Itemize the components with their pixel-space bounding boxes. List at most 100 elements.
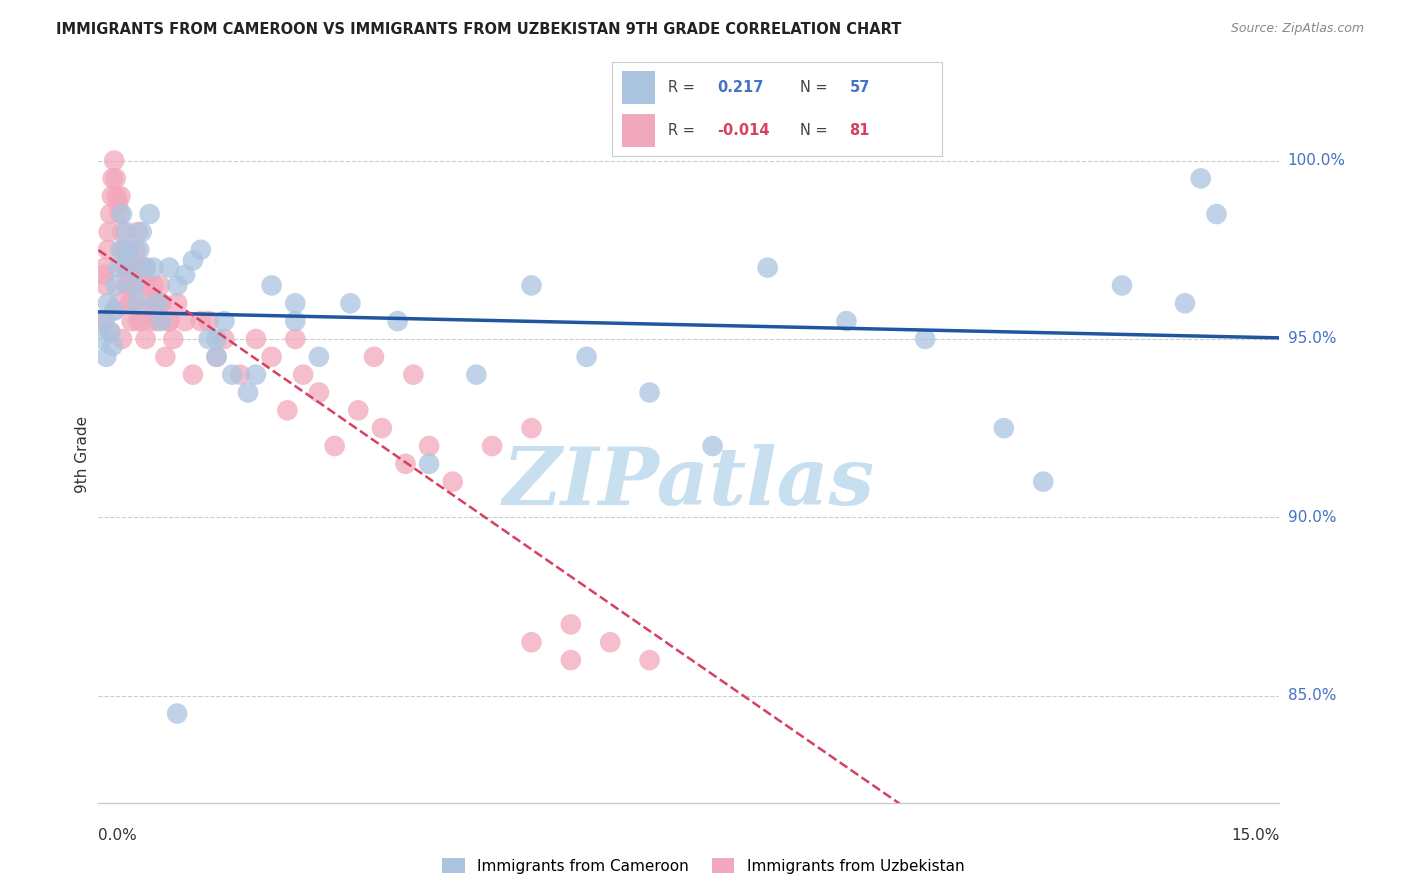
Point bbox=[131, 314, 153, 328]
Point bbox=[260, 278, 283, 293]
Text: 81: 81 bbox=[849, 123, 870, 138]
Point bbox=[245, 368, 267, 382]
Point bbox=[132, 278, 155, 293]
Point bbox=[162, 332, 184, 346]
Text: -0.014: -0.014 bbox=[717, 123, 770, 138]
Point bbox=[394, 457, 416, 471]
Point bbox=[166, 296, 188, 310]
Point bbox=[101, 339, 124, 353]
Point bbox=[149, 278, 172, 293]
Point bbox=[520, 421, 543, 435]
Point bbox=[993, 421, 1015, 435]
Point bbox=[118, 296, 141, 310]
Point bbox=[107, 296, 129, 310]
Point bbox=[107, 196, 129, 211]
Point bbox=[835, 314, 858, 328]
Point bbox=[104, 171, 127, 186]
Point bbox=[418, 439, 440, 453]
Point bbox=[402, 368, 425, 382]
Point bbox=[560, 653, 582, 667]
Point bbox=[91, 332, 114, 346]
Point bbox=[308, 385, 330, 400]
Point bbox=[347, 403, 370, 417]
Point bbox=[260, 350, 283, 364]
Point bbox=[465, 368, 488, 382]
Point bbox=[128, 260, 150, 275]
Point bbox=[181, 253, 204, 268]
Point bbox=[118, 260, 141, 275]
Point bbox=[103, 303, 125, 318]
Point bbox=[190, 314, 212, 328]
Point bbox=[128, 243, 150, 257]
Point bbox=[308, 350, 330, 364]
Point bbox=[276, 403, 298, 417]
Point bbox=[93, 260, 115, 275]
Point bbox=[205, 350, 228, 364]
Point bbox=[441, 475, 464, 489]
Bar bbox=[621, 70, 655, 103]
Point bbox=[121, 314, 143, 328]
Point bbox=[127, 296, 149, 310]
Point bbox=[125, 243, 148, 257]
Text: ZIPatlas: ZIPatlas bbox=[503, 444, 875, 522]
Point bbox=[146, 314, 169, 328]
Point bbox=[115, 278, 138, 293]
Point bbox=[142, 260, 165, 275]
Bar bbox=[621, 114, 655, 147]
Point bbox=[122, 278, 145, 293]
Point bbox=[91, 314, 114, 328]
Point bbox=[914, 332, 936, 346]
Point bbox=[1111, 278, 1133, 293]
Point bbox=[98, 325, 121, 339]
Text: N =: N = bbox=[800, 79, 828, 95]
Point bbox=[221, 368, 243, 382]
Point bbox=[127, 314, 149, 328]
Point bbox=[418, 457, 440, 471]
Point bbox=[150, 296, 173, 310]
Point bbox=[575, 350, 598, 364]
Point bbox=[97, 243, 120, 257]
Point bbox=[103, 303, 125, 318]
Text: N =: N = bbox=[800, 123, 828, 138]
Point bbox=[245, 332, 267, 346]
Text: 0.217: 0.217 bbox=[717, 79, 763, 95]
Point bbox=[599, 635, 621, 649]
Text: IMMIGRANTS FROM CAMEROON VS IMMIGRANTS FROM UZBEKISTAN 9TH GRADE CORRELATION CHA: IMMIGRANTS FROM CAMEROON VS IMMIGRANTS F… bbox=[56, 22, 901, 37]
Text: 90.0%: 90.0% bbox=[1288, 510, 1336, 524]
Point bbox=[371, 421, 394, 435]
Text: 85.0%: 85.0% bbox=[1288, 689, 1336, 703]
Point bbox=[142, 303, 165, 318]
Point bbox=[174, 314, 197, 328]
Point bbox=[101, 171, 124, 186]
Point bbox=[143, 296, 166, 310]
Y-axis label: 9th Grade: 9th Grade bbox=[75, 417, 90, 493]
Point bbox=[97, 296, 120, 310]
Point bbox=[111, 332, 134, 346]
Point bbox=[111, 225, 134, 239]
Point bbox=[190, 243, 212, 257]
Point bbox=[323, 439, 346, 453]
Point bbox=[135, 332, 157, 346]
Point bbox=[117, 243, 139, 257]
Point bbox=[117, 278, 139, 293]
Point bbox=[339, 296, 361, 310]
Point bbox=[236, 385, 259, 400]
Text: 100.0%: 100.0% bbox=[1288, 153, 1346, 168]
Point bbox=[96, 278, 118, 293]
Point bbox=[284, 314, 307, 328]
Point bbox=[136, 278, 159, 293]
Point bbox=[146, 296, 169, 310]
Point bbox=[214, 314, 236, 328]
Point bbox=[135, 260, 157, 275]
Point bbox=[110, 243, 132, 257]
Point bbox=[101, 189, 124, 203]
Point bbox=[197, 314, 219, 328]
Point bbox=[181, 368, 204, 382]
Point bbox=[97, 225, 120, 239]
Point bbox=[112, 260, 135, 275]
Point bbox=[98, 325, 121, 339]
Text: 57: 57 bbox=[849, 79, 870, 95]
Point bbox=[110, 189, 132, 203]
Point bbox=[481, 439, 503, 453]
Point bbox=[284, 332, 307, 346]
